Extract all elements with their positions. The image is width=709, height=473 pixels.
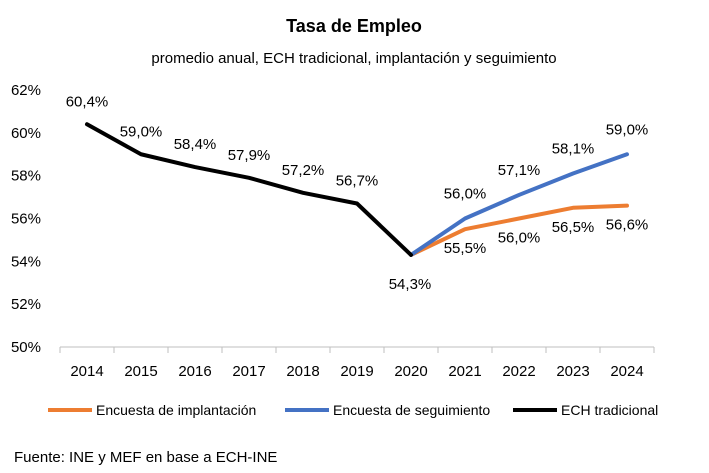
y-tick-label: 62% [11, 82, 41, 99]
series-line-1 [409, 152, 629, 257]
x-tick-label: 2020 [394, 363, 427, 380]
data-label: 59,0% [120, 123, 163, 140]
x-tick-label: 2015 [124, 363, 157, 380]
data-label: 56,5% [552, 219, 595, 236]
legend-label-1: Encuesta de seguimiento [333, 402, 490, 418]
y-tick-label: 58% [11, 168, 41, 185]
series-lines [85, 122, 629, 257]
y-axis: 50% 52% 54% 56% 58% 60% 62% [11, 82, 41, 356]
data-label: 55,5% [444, 240, 487, 257]
x-tick-label: 2018 [286, 363, 319, 380]
data-label: 58,4% [174, 136, 217, 153]
data-label: 59,0% [606, 121, 649, 138]
x-tick-label: 2024 [610, 363, 643, 380]
x-tick-label: 2016 [178, 363, 211, 380]
data-label: 54,3% [389, 276, 432, 293]
chart-subtitle: promedio anual, ECH tradicional, implant… [151, 50, 556, 67]
y-tick-label: 60% [11, 125, 41, 142]
x-tick-label: 2019 [340, 363, 373, 380]
data-label: 60,4% [66, 93, 109, 110]
y-tick-label: 52% [11, 296, 41, 313]
series-line-0 [409, 203, 629, 257]
y-tick-label: 54% [11, 253, 41, 270]
legend-label-2: ECH tradicional [561, 402, 658, 418]
data-label: 56,7% [336, 173, 379, 190]
y-tick-label: 50% [11, 339, 41, 356]
source-note: Fuente: INE y MEF en base a ECH-INE [14, 449, 277, 466]
data-label: 57,1% [498, 162, 541, 179]
data-label: 56,0% [498, 230, 541, 247]
data-label: 57,9% [228, 147, 271, 164]
data-label: 56,0% [444, 186, 487, 203]
data-label: 57,2% [282, 162, 325, 179]
data-labels: 55,5% 56,0% 56,5% 56,6% 56,0% 57,1% 58,1% 59,0%… [66, 93, 649, 293]
data-label: 56,6% [606, 217, 649, 234]
x-tick-label: 2023 [556, 363, 589, 380]
y-tick-label: 56% [11, 211, 41, 228]
legend: Encuesta de implantación Encuesta de segu… [48, 402, 658, 418]
legend-label-0: Encuesta de implantación [96, 402, 256, 418]
x-tick-label: 2017 [232, 363, 265, 380]
x-axis: 2014 2015 2016 2017 2018 2019 2020 2021 2022 2023… [59, 346, 655, 380]
data-label: 58,1% [552, 141, 595, 158]
chart-title: Tasa de Empleo [286, 16, 422, 36]
x-tick-label: 2014 [70, 363, 103, 380]
x-tick-label: 2022 [502, 363, 535, 380]
x-tick-label: 2021 [448, 363, 481, 380]
series-line-2 [85, 122, 413, 257]
